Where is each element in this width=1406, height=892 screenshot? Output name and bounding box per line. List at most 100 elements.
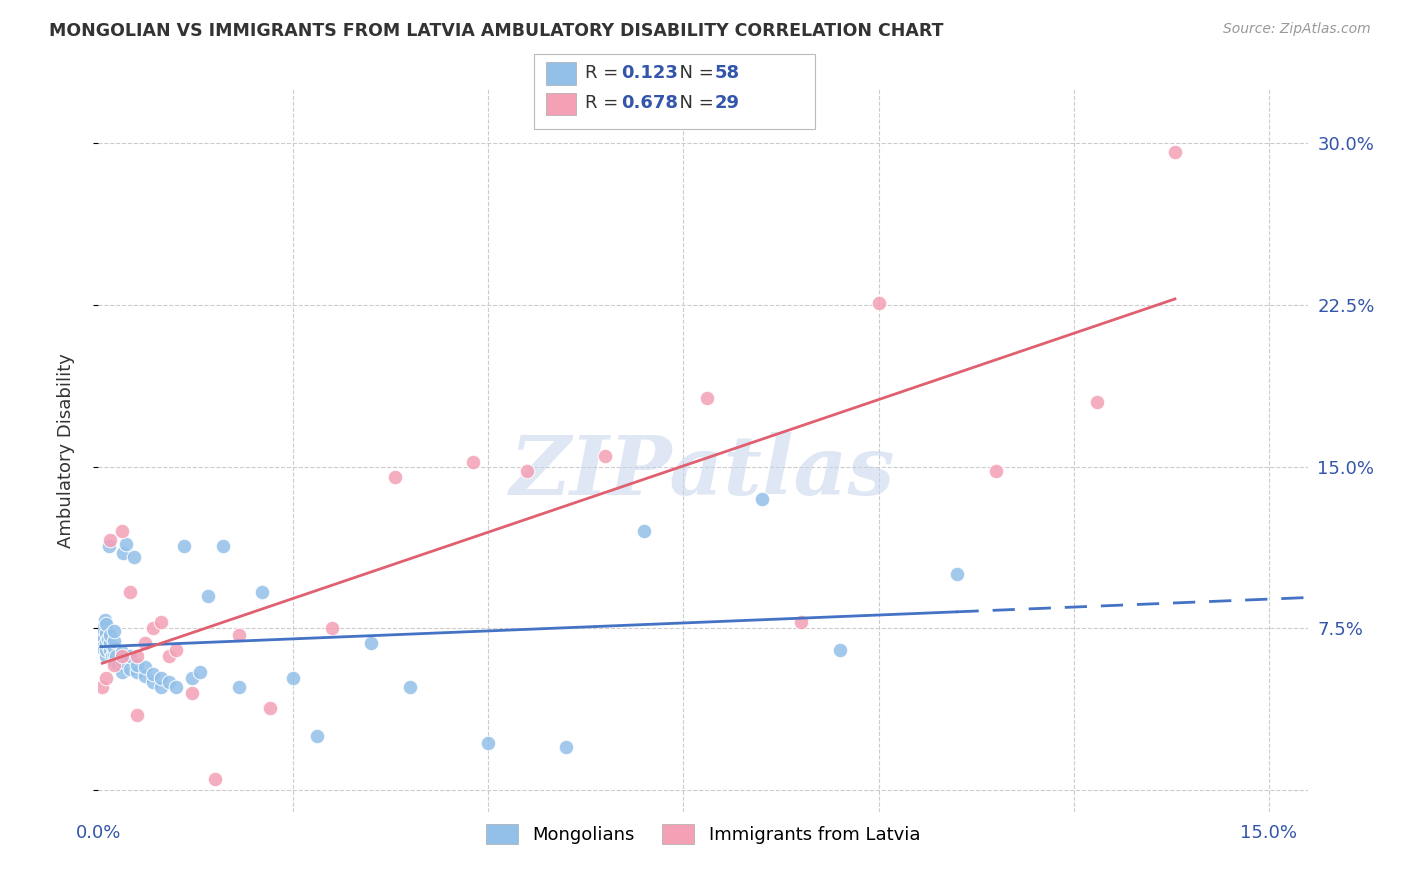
Point — [97, 632, 120, 647]
Legend: Mongolians, Immigrants from Latvia: Mongolians, Immigrants from Latvia — [477, 815, 929, 854]
Point — [127, 665, 149, 679]
Point — [91, 628, 114, 642]
Point — [789, 615, 811, 629]
Point — [142, 621, 165, 635]
Point — [696, 391, 718, 405]
Point — [98, 533, 121, 547]
Point — [111, 649, 134, 664]
Point — [96, 636, 118, 650]
Point — [165, 680, 187, 694]
Point — [98, 628, 121, 642]
Point — [103, 634, 125, 648]
Point — [516, 464, 538, 478]
Text: N =: N = — [668, 64, 720, 82]
Point — [96, 649, 118, 664]
Point — [118, 662, 141, 676]
Text: R =: R = — [585, 95, 624, 112]
Text: R =: R = — [585, 64, 624, 82]
Point — [93, 613, 115, 627]
Text: 29: 29 — [714, 95, 740, 112]
Point — [228, 680, 250, 694]
Text: N =: N = — [668, 95, 720, 112]
Point — [111, 524, 134, 539]
Point — [142, 666, 165, 681]
Point — [134, 669, 156, 683]
Point — [228, 628, 250, 642]
Point — [142, 675, 165, 690]
Point — [91, 680, 114, 694]
Point — [595, 449, 617, 463]
Point — [149, 671, 172, 685]
Point — [157, 675, 180, 690]
Point — [149, 680, 172, 694]
Point — [149, 615, 172, 629]
Point — [1164, 145, 1187, 159]
Point — [118, 584, 141, 599]
Point — [98, 636, 121, 650]
Point — [204, 772, 226, 787]
Point — [173, 540, 195, 554]
Point — [945, 567, 967, 582]
Point — [103, 654, 125, 668]
Text: MONGOLIAN VS IMMIGRANTS FROM LATVIA AMBULATORY DISABILITY CORRELATION CHART: MONGOLIAN VS IMMIGRANTS FROM LATVIA AMBU… — [49, 22, 943, 40]
Point — [399, 680, 422, 694]
Text: 58: 58 — [714, 64, 740, 82]
Point — [212, 540, 235, 554]
Point — [181, 686, 204, 700]
Point — [1085, 395, 1108, 409]
Point — [111, 665, 134, 679]
Point — [103, 658, 125, 673]
Point — [103, 640, 125, 655]
Point — [122, 550, 145, 565]
Point — [477, 736, 499, 750]
Point — [114, 537, 136, 551]
Point — [127, 707, 149, 722]
Point — [97, 540, 120, 554]
Point — [360, 636, 382, 650]
Point — [111, 654, 134, 668]
Point — [321, 621, 343, 635]
Point — [96, 617, 118, 632]
Point — [461, 455, 484, 469]
Point — [112, 546, 135, 560]
Point — [91, 621, 114, 635]
Point — [134, 660, 156, 674]
Point — [157, 649, 180, 664]
Point — [384, 470, 406, 484]
Text: 0.678: 0.678 — [621, 95, 679, 112]
Point — [984, 464, 1007, 478]
Point — [104, 649, 127, 664]
Point — [181, 671, 204, 685]
Point — [118, 649, 141, 664]
Point — [188, 665, 211, 679]
Point — [93, 643, 115, 657]
Point — [868, 295, 890, 310]
Point — [127, 658, 149, 673]
Text: Source: ZipAtlas.com: Source: ZipAtlas.com — [1223, 22, 1371, 37]
Point — [751, 491, 773, 506]
Point — [96, 671, 118, 685]
Point — [98, 643, 121, 657]
Point — [101, 649, 124, 664]
Point — [828, 643, 851, 657]
Point — [555, 739, 578, 754]
Point — [103, 647, 125, 661]
Text: 0.123: 0.123 — [621, 64, 678, 82]
Point — [197, 589, 219, 603]
Point — [283, 671, 305, 685]
Point — [111, 645, 134, 659]
Point — [107, 658, 129, 673]
Point — [252, 584, 274, 599]
Point — [259, 701, 281, 715]
Point — [305, 729, 328, 743]
Text: ZIPatlas: ZIPatlas — [510, 432, 896, 512]
Point — [134, 636, 156, 650]
Point — [96, 643, 118, 657]
Point — [103, 624, 125, 638]
Y-axis label: Ambulatory Disability: Ambulatory Disability — [56, 353, 75, 548]
Point — [96, 625, 118, 640]
Point — [127, 649, 149, 664]
Point — [165, 643, 187, 657]
Point — [633, 524, 655, 539]
Point — [90, 636, 112, 650]
